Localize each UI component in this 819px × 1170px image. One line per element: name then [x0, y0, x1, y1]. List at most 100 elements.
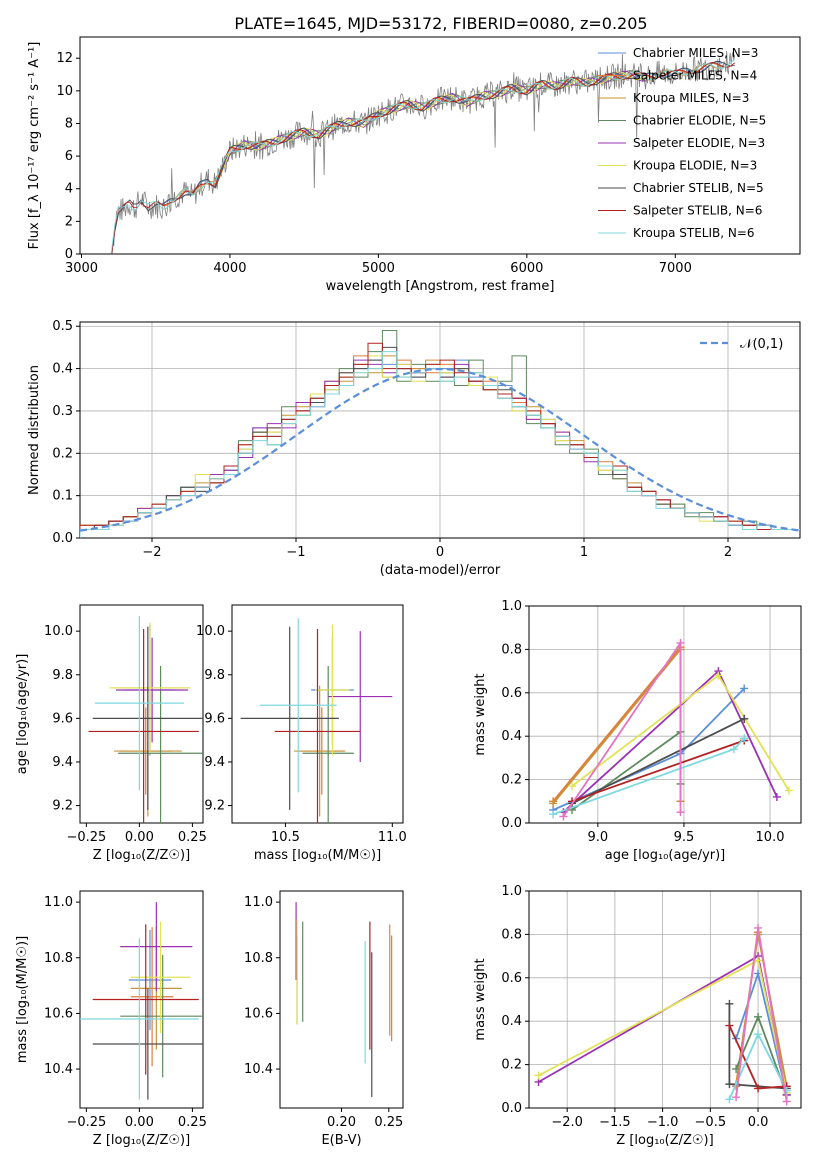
y-tick-label: 10 [56, 84, 73, 99]
y-tick-label: 8 [65, 116, 73, 131]
y-tick-label: 10.0 [196, 624, 225, 639]
model-spectrum-line [111, 62, 735, 254]
y-tick-label: 10.4 [44, 1062, 73, 1077]
y-tick-label: 0.0 [501, 816, 522, 831]
weight-marker [714, 671, 723, 680]
model-spectrum-line [214, 70, 646, 181]
legend-label: Kroupa STELIB, N=6 [633, 226, 755, 240]
weight-marker [782, 1097, 791, 1106]
legend-label: Kroupa ELODIE, N=3 [633, 159, 757, 173]
weight-marker [754, 1030, 763, 1039]
y-tick-label: 9.6 [204, 711, 225, 726]
model-spectrum-line [110, 58, 736, 254]
y-tick-label: 11.0 [44, 895, 73, 910]
y-tick-label: 9.8 [204, 668, 225, 683]
weight-marker [729, 745, 738, 754]
chart-age-vs-mass: 10.5 11.0 9.2 9.4 9.6 9.8 10.0 mass [log₁₀(M/M☉… [196, 604, 407, 863]
weight-marker [676, 808, 685, 817]
x-axis-label: (data-model)/error [380, 563, 501, 578]
y-tick-label: 0 [65, 247, 73, 262]
x-tick-label: −0.25 [66, 830, 106, 845]
legend-label: Chabrier ELODIE, N=5 [633, 114, 766, 128]
y-tick-label: 0.2 [501, 1058, 522, 1073]
legend-label: Salpeter ELODIE, N=3 [633, 136, 765, 150]
x-axis-label: wavelength [Angstrom, rest frame] [326, 279, 555, 294]
x-axis-label: Z [log₁₀(Z/Z☉)] [616, 1133, 713, 1148]
x-tick-label: 9.0 [588, 830, 609, 845]
weight-marker [534, 1071, 543, 1080]
x-tick-label: 1 [580, 545, 588, 560]
legend: Chabrier MILES, N=3 Salpeter MILES, N=4 Kr… [598, 46, 766, 240]
x-axis-label: Z [log₁₀(Z/Z☉)] [93, 1133, 190, 1148]
y-tick-label: 0.5 [52, 319, 73, 334]
x-tick-label: 9.5 [674, 830, 695, 845]
x-tick-label: 6000 [510, 261, 543, 276]
weight-marker [732, 1093, 741, 1102]
x-tick-label: 0.00 [125, 1115, 154, 1130]
x-tick-label: 0.0 [748, 1115, 769, 1130]
x-tick-label: 2 [724, 545, 732, 560]
x-axis-label: Z [log₁₀(Z/Z☉)] [93, 848, 190, 863]
weight-marker [784, 786, 793, 795]
chart-mass-vs-ebv: 0.20 0.25 10.4 10.6 10.8 11.0 E(B-V) [244, 890, 404, 1148]
weight-marker [732, 1064, 741, 1073]
weight-marker [549, 799, 558, 808]
x-tick-label: −2.0 [551, 1115, 583, 1130]
legend-label: Chabrier MILES, N=3 [633, 46, 758, 60]
y-tick-label: 0.0 [52, 531, 73, 546]
x-tick-label: −1 [286, 545, 305, 560]
weight-marker [559, 812, 568, 821]
x-tick-label: 0.25 [374, 1115, 403, 1130]
y-tick-label: 0.4 [501, 729, 522, 744]
y-tick-label: 10.4 [244, 1062, 273, 1077]
y-axis-label: mass [log₁₀(M/M☉)] [15, 936, 30, 1063]
weight-marker [740, 734, 749, 743]
y-tick-label: 9.8 [52, 668, 73, 683]
weight-marker [568, 782, 577, 791]
x-tick-label: 10.0 [756, 830, 785, 845]
legend-label: 𝒩(0,1) [740, 337, 783, 352]
x-axis-label: E(B-V) [321, 1133, 361, 1148]
x-tick-label: −0.25 [66, 1115, 106, 1130]
weight-marker [754, 923, 763, 932]
model-spectrum-line [214, 70, 646, 182]
y-tick-label: 0.6 [501, 971, 522, 986]
legend-label: Salpeter STELIB, N=6 [633, 204, 762, 218]
weight-line [571, 730, 682, 811]
x-tick-label: 3000 [65, 261, 98, 276]
y-tick-label: 9.4 [52, 755, 73, 770]
y-axis-label: Flux [f_λ 10⁻¹⁷ erg cm⁻² s⁻¹ A⁻¹] [27, 42, 42, 250]
weight-marker [754, 956, 763, 965]
weight-marker [725, 1095, 734, 1104]
y-tick-label: 10.0 [44, 624, 73, 639]
x-tick-label: −1.5 [599, 1115, 631, 1130]
chart-weight-vs-z: −2.0 −1.5 −1.0 −0.5 0.0 0.0 0.2 0.4 0.6 0.8 1.0 Z [… [473, 884, 802, 1148]
weight-marker [725, 1021, 734, 1030]
y-tick-label: 0.8 [501, 927, 522, 942]
weight-line [571, 739, 745, 803]
y-axis-label: Normed distribution [27, 365, 42, 495]
figure-title: PLATE=1645, MJD=53172, FIBERID=0080, z=0… [234, 14, 647, 33]
y-tick-label: 1.0 [501, 599, 522, 614]
axes-frame [528, 605, 802, 824]
weight-line [571, 717, 745, 805]
y-tick-label: 11.0 [244, 895, 273, 910]
y-tick-label: 0.4 [501, 1014, 522, 1029]
x-tick-label: 7000 [659, 261, 692, 276]
legend-label: Chabrier STELIB, N=5 [633, 181, 764, 195]
axes-frame [79, 36, 801, 255]
plot-area [110, 50, 736, 254]
weight-marker [754, 1084, 763, 1093]
y-tick-label: 9.2 [204, 799, 225, 814]
y-tick-label: 9.6 [52, 711, 73, 726]
x-tick-label: 0.25 [178, 1115, 207, 1130]
weight-marker [725, 999, 734, 1008]
x-tick-label: 5000 [362, 261, 395, 276]
y-tick-label: 6 [65, 149, 73, 164]
y-tick-label: 10.8 [44, 951, 73, 966]
x-tick-label: 0.25 [178, 830, 207, 845]
model-spectrum-line [214, 71, 646, 186]
y-tick-label: 10.6 [44, 1006, 73, 1021]
chart-spectrum: 3000 4000 5000 6000 7000 0 2 4 6 8 10 12 wavelength … [27, 36, 801, 294]
